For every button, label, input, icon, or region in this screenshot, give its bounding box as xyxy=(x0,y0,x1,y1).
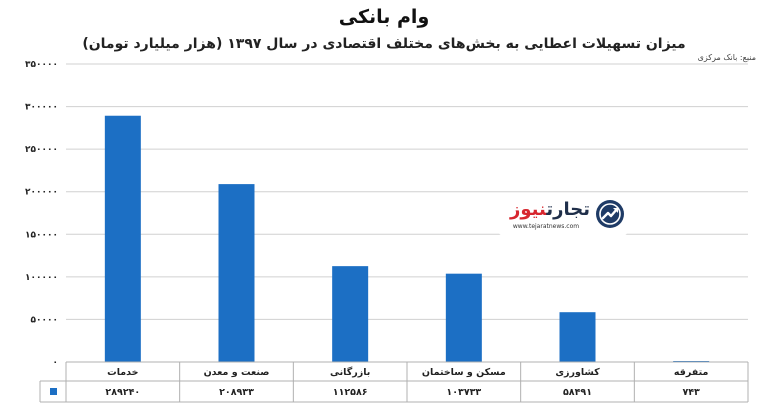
value-label: ۵۸۴۹۱ xyxy=(563,387,592,398)
value-label: ۷۴۳ xyxy=(682,387,700,398)
logo-url: www.tejaratnews.com xyxy=(512,223,580,230)
y-tick-label: ۱۵۰۰۰۰ xyxy=(25,230,58,240)
bars xyxy=(104,115,710,362)
y-axis-ticks: ۰ ۵۰۰۰۰ ۱۰۰۰۰۰ ۱۵۰۰۰۰ ۲۰۰۰۰۰ ۲۵۰۰۰۰ ۳۰۰۰۰۰ ۳۵۰۰… xyxy=(25,60,58,368)
value-label: ۱۱۲۵۸۶ xyxy=(333,387,368,398)
legend-marker xyxy=(50,388,57,395)
y-tick-label: ۱۰۰۰۰۰ xyxy=(25,273,58,283)
bar xyxy=(445,273,482,362)
trend-arrow-icon xyxy=(596,200,624,228)
bar xyxy=(218,184,255,362)
bar xyxy=(559,312,596,362)
value-label: ۱۰۳۷۳۳ xyxy=(446,387,481,398)
category-label: مسکن و ساختمان xyxy=(422,367,506,378)
chart-title: وام بانکی xyxy=(338,6,430,28)
category-label: کشاورزی xyxy=(555,367,600,378)
chart-subtitle: میزان تسهیلات اعطایی به بخش‌های مختلف اق… xyxy=(82,36,686,52)
source-note: منبع: بانک مرکزی xyxy=(697,53,756,62)
tejaratnews-logo: تجارتنیوز www.tejaratnews.com xyxy=(498,196,628,236)
y-tick-label: ۳۵۰۰۰۰ xyxy=(25,60,58,70)
logo-name-part2: نیوز xyxy=(510,199,547,220)
category-label: صنعت و معدن xyxy=(204,367,270,378)
y-tick-label: ۲۰۰۰۰۰ xyxy=(25,188,58,198)
logo-name-part1: تجارت xyxy=(546,199,590,220)
value-label: ۲۸۹۲۴۰ xyxy=(105,387,140,398)
bar xyxy=(104,115,141,362)
data-table: خدمات ۲۸۹۲۴۰ صنعت و معدن ۲۰۸۹۳۳ بازرگانی ۱۱۲۵… xyxy=(39,361,749,403)
value-label: ۲۰۸۹۳۳ xyxy=(219,387,254,398)
y-tick-label: ۳۰۰۰۰۰ xyxy=(25,103,58,113)
y-tick-label: ۰ xyxy=(53,358,59,368)
grid-lines xyxy=(66,63,748,363)
category-label: خدمات xyxy=(107,367,138,378)
bar xyxy=(332,266,369,362)
y-tick-label: ۲۵۰۰۰۰ xyxy=(25,145,58,155)
logo-name: تجارتنیوز xyxy=(502,199,590,220)
category-label: متفرقه xyxy=(674,367,709,378)
category-label: بازرگانی xyxy=(330,366,370,378)
y-tick-label: ۵۰۰۰۰ xyxy=(31,315,58,325)
